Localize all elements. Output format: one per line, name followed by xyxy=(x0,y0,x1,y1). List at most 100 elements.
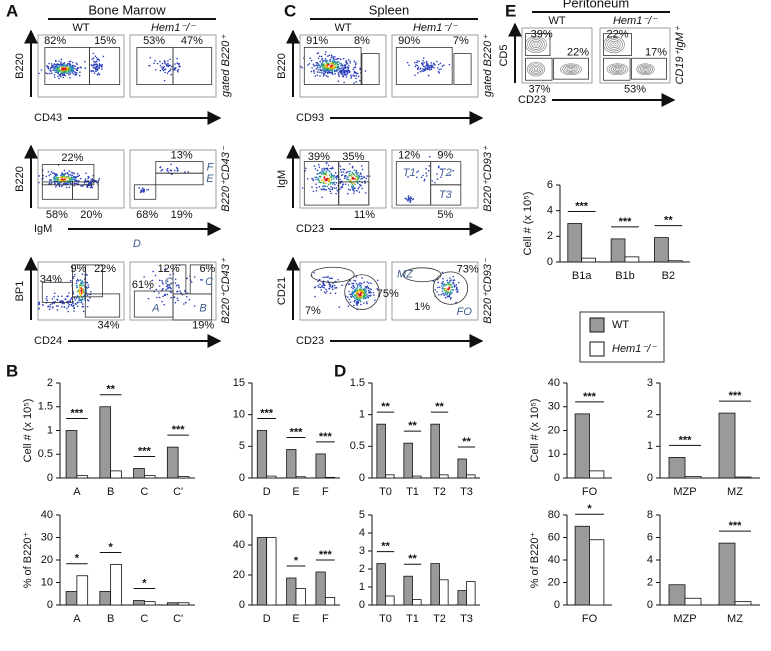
event-dot xyxy=(376,279,379,282)
event-dot xyxy=(146,189,148,191)
gate xyxy=(89,47,121,86)
event-dot xyxy=(38,72,40,75)
event-dot xyxy=(438,286,441,288)
event-dot xyxy=(325,292,327,294)
y-tick-label: 15 xyxy=(233,377,245,389)
event-dot xyxy=(96,69,99,72)
event-dot xyxy=(177,299,179,302)
event-dot xyxy=(359,173,362,175)
y-tick-label: 1.5 xyxy=(350,377,365,389)
event-dot xyxy=(330,277,332,280)
event-dot xyxy=(76,68,78,70)
event-dot xyxy=(344,73,346,76)
event-dot xyxy=(73,307,75,310)
event-dot xyxy=(352,172,355,175)
contour xyxy=(611,42,617,47)
event-dot xyxy=(169,69,171,72)
y-tick-label: 20 xyxy=(233,569,245,581)
event-dot xyxy=(340,63,343,66)
event-dot xyxy=(366,175,369,177)
event-dot xyxy=(94,55,97,58)
event-dot xyxy=(324,189,326,191)
event-dot xyxy=(74,299,76,301)
contour xyxy=(638,64,653,74)
event-dot xyxy=(92,70,94,72)
gate-percent: 37% xyxy=(528,84,550,96)
event-dot xyxy=(355,62,357,64)
event-dot xyxy=(450,293,452,295)
event-dot xyxy=(341,66,344,68)
event-dot xyxy=(427,74,430,77)
event-dot xyxy=(455,301,457,304)
bar xyxy=(403,442,413,479)
event-dot xyxy=(66,307,68,310)
event-dot xyxy=(347,68,350,70)
event-dot xyxy=(72,291,75,293)
event-dot xyxy=(441,283,444,285)
event-dot xyxy=(52,176,55,179)
bar xyxy=(324,597,336,606)
bar xyxy=(718,542,736,606)
event-dot xyxy=(341,72,343,75)
event-dot xyxy=(318,175,321,178)
event-dot xyxy=(326,71,329,74)
event-dot xyxy=(363,294,366,297)
event-dot xyxy=(53,69,56,71)
x-tick-label: C xyxy=(140,613,148,625)
event-dot xyxy=(320,63,323,65)
gate-name: B xyxy=(199,302,206,314)
event-dot xyxy=(321,62,324,64)
event-dot xyxy=(453,279,456,282)
event-dot xyxy=(349,301,352,303)
event-dot xyxy=(331,166,334,168)
event-dot xyxy=(158,296,161,299)
event-dot xyxy=(353,169,356,171)
event-dot xyxy=(167,60,169,62)
event-dot xyxy=(339,182,342,184)
event-dot xyxy=(161,300,163,303)
event-dot xyxy=(322,188,324,191)
event-dot xyxy=(161,168,164,171)
event-dot xyxy=(177,70,179,73)
event-dot xyxy=(54,300,56,303)
event-dot xyxy=(170,163,172,166)
event-dot xyxy=(55,71,57,73)
event-dot xyxy=(138,187,141,189)
event-dot xyxy=(329,181,331,183)
event-dot xyxy=(311,67,313,69)
event-dot xyxy=(38,181,40,184)
event-dot xyxy=(440,68,442,70)
event-dot xyxy=(88,182,91,185)
event-dot xyxy=(325,167,327,170)
event-dot xyxy=(363,302,365,304)
event-dot xyxy=(323,63,325,66)
column-header: Hem1⁻/⁻ xyxy=(151,22,196,34)
event-dot xyxy=(152,270,154,273)
event-dot xyxy=(177,284,179,286)
event-dot xyxy=(340,171,343,173)
gate-name: F xyxy=(207,161,215,173)
contour xyxy=(564,65,578,73)
event-dot xyxy=(444,291,447,294)
event-dot xyxy=(347,305,350,307)
event-dot xyxy=(315,68,318,70)
event-dot xyxy=(79,279,82,281)
event-dot xyxy=(59,74,62,77)
event-dot xyxy=(358,294,360,297)
event-dot xyxy=(81,290,84,293)
event-dot xyxy=(63,71,66,74)
event-dot xyxy=(339,62,341,65)
event-dot xyxy=(74,71,76,74)
event-dot xyxy=(422,63,424,66)
contour xyxy=(568,67,574,71)
event-dot xyxy=(101,68,103,70)
event-dot xyxy=(440,282,443,284)
event-dot xyxy=(174,66,177,69)
gate xyxy=(41,281,73,303)
event-dot xyxy=(436,178,439,181)
event-dot xyxy=(67,302,69,305)
event-dot xyxy=(342,183,344,185)
bar xyxy=(76,475,89,479)
y-tick-label: 40 xyxy=(548,554,560,566)
panel-letter: A xyxy=(6,1,18,20)
